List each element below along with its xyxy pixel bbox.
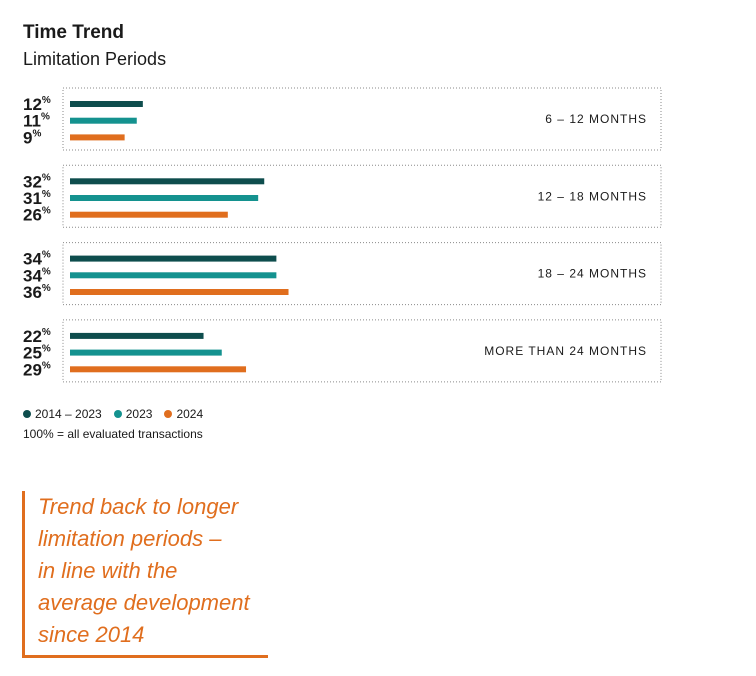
legend-label: 2023	[125, 407, 153, 421]
unit-label: %	[42, 172, 51, 183]
unit-label: %	[42, 327, 51, 338]
unit-label: %	[42, 266, 51, 277]
bar	[70, 134, 125, 141]
unit-label: %	[32, 128, 41, 139]
bar	[70, 272, 277, 279]
unit-label: %	[42, 95, 51, 106]
callout-line: Trend back to longer	[38, 494, 239, 519]
data-label: 29%	[23, 360, 51, 379]
bar	[70, 117, 137, 124]
data-label: 26%	[23, 206, 51, 225]
data-label: 36%	[23, 283, 51, 302]
unit-label: %	[42, 344, 51, 355]
unit-label: %	[42, 250, 51, 261]
legend: 2014 – 2023 2023 2024	[23, 407, 203, 421]
legend-label: 2024	[176, 407, 204, 421]
bar	[70, 195, 259, 201]
category-label: 18 – 24 MONTHS	[538, 267, 647, 281]
bar	[70, 101, 143, 107]
bar	[70, 255, 277, 262]
data-label: 9%	[23, 128, 41, 147]
category-label: 12 – 18 MONTHS	[538, 189, 647, 203]
bar	[70, 289, 289, 295]
unit-label: %	[42, 206, 51, 217]
bar	[70, 332, 204, 339]
callout-box: Trend back to longer limitation periods …	[22, 491, 268, 658]
bar	[70, 211, 228, 218]
bar	[70, 349, 222, 356]
callout-line: limitation periods –	[38, 526, 222, 551]
callout-line: average development	[38, 590, 250, 615]
legend-item-2014-2023: 2014 – 2023	[23, 407, 102, 421]
legend-swatch	[164, 410, 173, 418]
legend-item-2023: 2023	[113, 407, 153, 421]
unit-label: %	[42, 283, 51, 294]
legend-item-2024: 2024	[164, 407, 203, 421]
bar	[70, 178, 265, 185]
unit-label: %	[42, 189, 51, 200]
chart-subtitle: Limitation Periods	[23, 49, 167, 69]
legend-label: 2014 – 2023	[35, 407, 102, 421]
unit-label: %	[42, 360, 51, 371]
base-note: 100% = all evaluated transactions	[23, 427, 203, 441]
callout-line: since 2014	[38, 622, 145, 647]
callout-line: in line with the	[38, 558, 178, 583]
chart-title: Time Trend	[23, 22, 125, 43]
category-label: MORE THAN 24 MONTHS	[484, 344, 647, 358]
unit-label: %	[41, 112, 50, 123]
legend-swatch	[23, 410, 31, 418]
bar	[70, 366, 247, 373]
category-label: 6 – 12 MONTHS	[545, 112, 647, 126]
legend-swatch	[113, 410, 122, 418]
